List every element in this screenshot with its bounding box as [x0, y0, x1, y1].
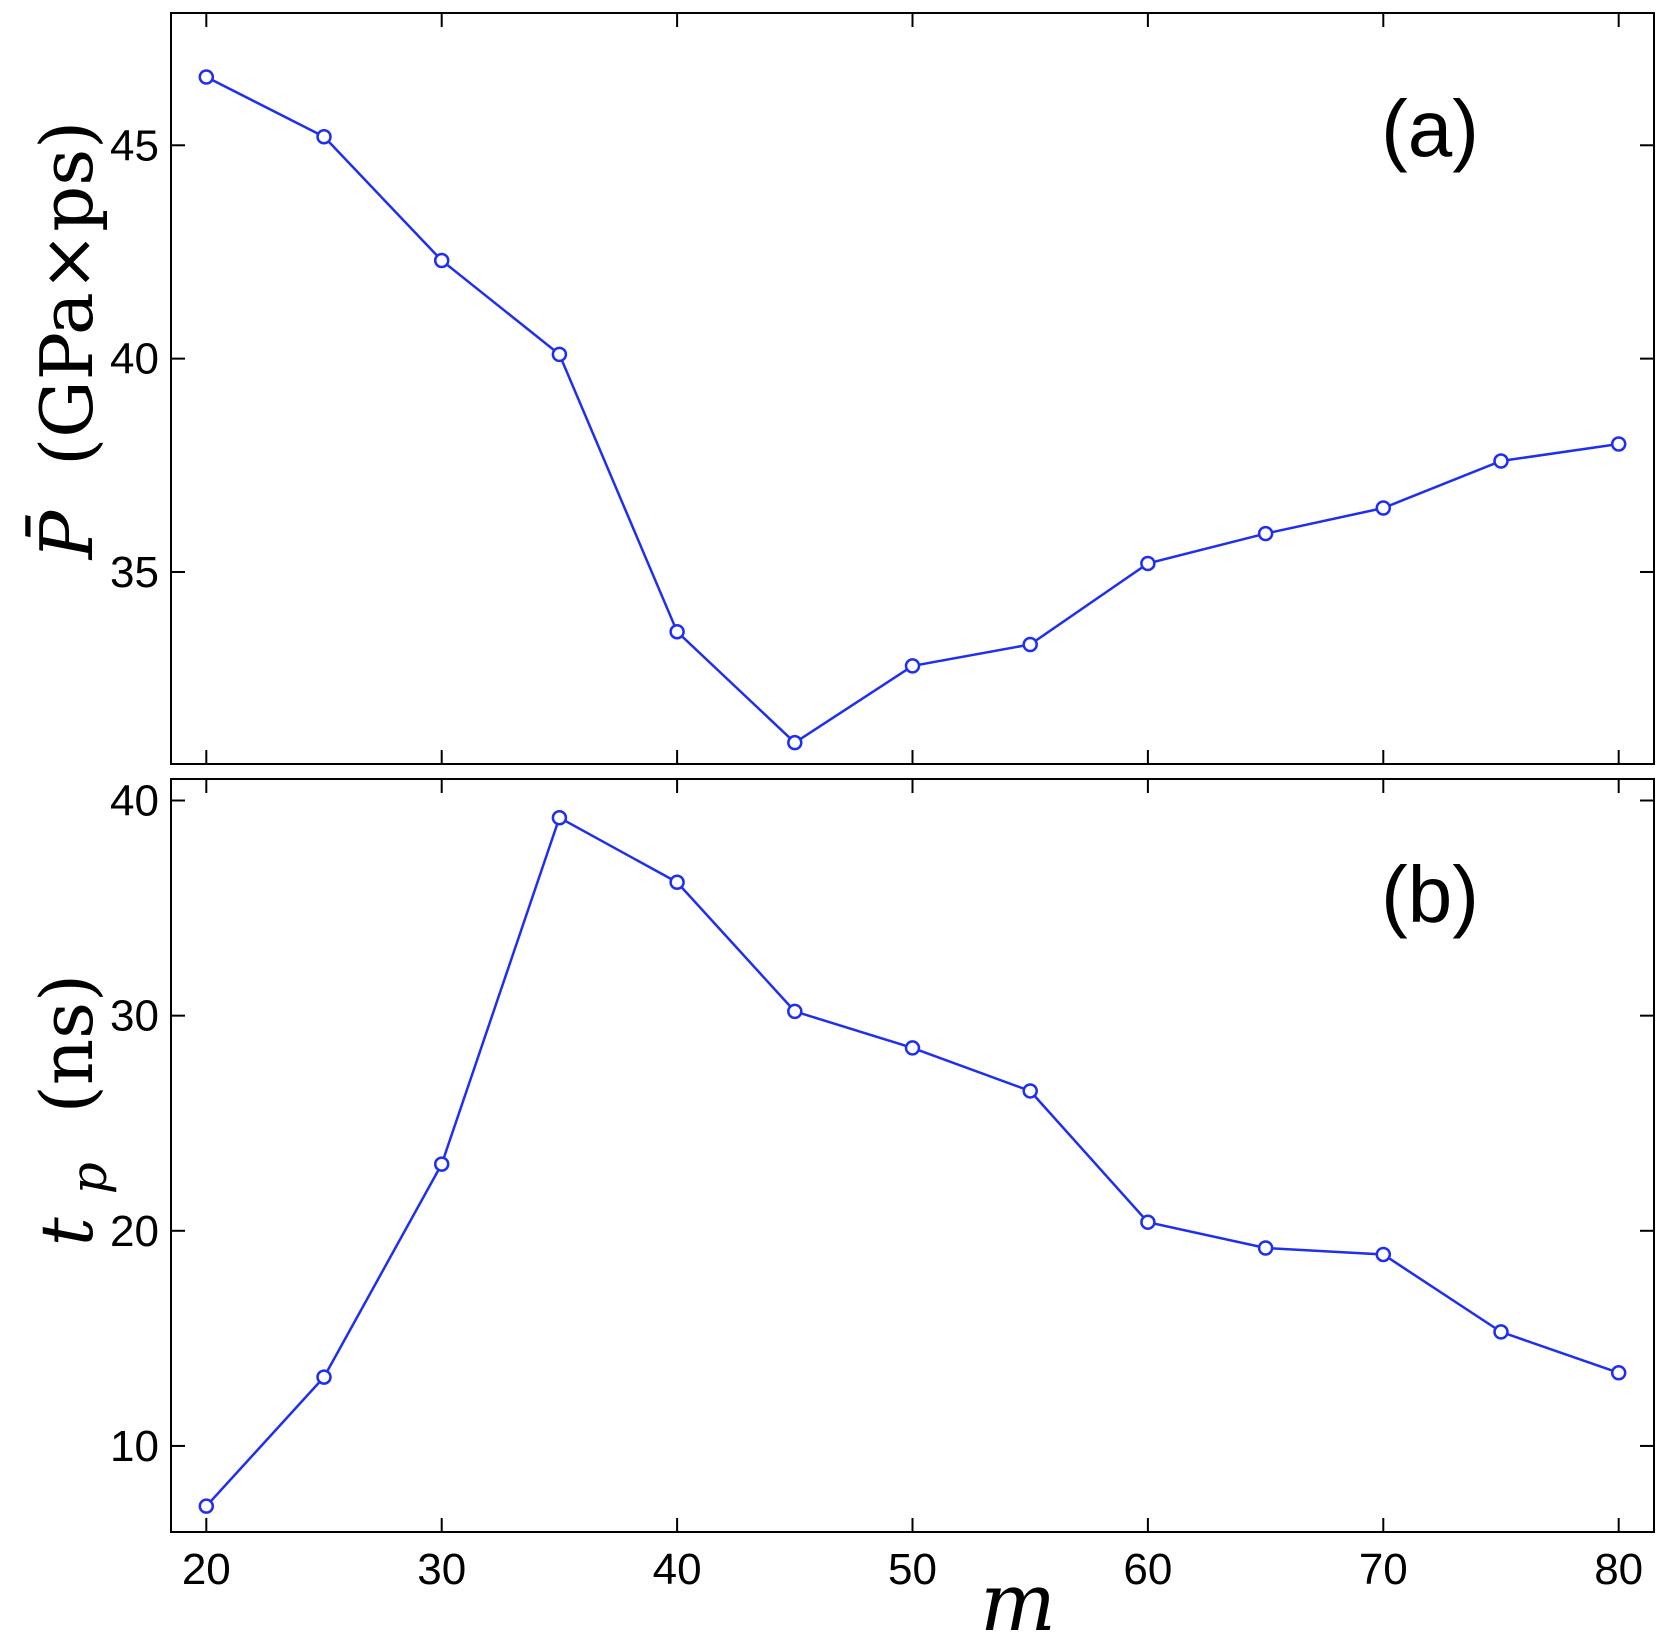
x-axis-label: m [980, 1556, 1056, 1642]
panel-b-data-point [433, 1156, 450, 1172]
svg-text:t p (ns): t p (ns) [25, 974, 123, 1246]
panel-a-data-point [787, 734, 803, 751]
panel-b-data-point [551, 809, 568, 826]
panel-b: 20 30 40 50 60 70 80 10 20 30 40 (b) t p (ns) m [25, 777, 1655, 1642]
x-tick-label: 50 [888, 1545, 937, 1594]
panel-a-tag: (a) [1381, 84, 1479, 173]
panel-b-data-point [787, 1003, 803, 1020]
panel-a-data-point [1140, 555, 1156, 572]
panel-b-y-tick-label: 30 [110, 992, 159, 1041]
x-tick-label: 40 [653, 1545, 702, 1594]
panel-b-y-tick-label: 40 [110, 777, 159, 826]
panel-a-data-point [316, 128, 332, 145]
panel-b-data-point [1375, 1246, 1392, 1263]
panel-b-data-point [1610, 1365, 1627, 1381]
panel-a-data-point [1610, 436, 1627, 452]
panel-a-data-point [551, 346, 568, 363]
panel-a-y-tick-label: 45 [110, 121, 159, 170]
panel-b-tag: (b) [1381, 850, 1479, 939]
panel-b-data-point [669, 874, 685, 891]
panel-a-data-point [669, 623, 685, 640]
panel-a-ylabel-symbol: P̄ [24, 509, 109, 561]
panel-b-ylabel: t p (ns) [25, 974, 123, 1246]
panel-a-data-point [198, 69, 215, 85]
panel-b-data-point [904, 1040, 921, 1056]
panel-a-data-point [433, 252, 450, 269]
panel-b-data-point [316, 1369, 332, 1385]
panel-b-data-point [1493, 1324, 1509, 1340]
svg-text:P̄ (GPa×ps): P̄ (GPa×ps) [24, 121, 109, 562]
panel-a: 35 40 45 (a) P̄ (GPa×ps) [24, 12, 1655, 765]
panel-b-marks: 20 30 40 50 60 70 80 10 20 30 40 [110, 777, 1654, 1594]
x-tick-label: 70 [1359, 1545, 1408, 1594]
panel-b-y-tick-label: 10 [110, 1422, 159, 1471]
panel-a-data-point [1493, 453, 1509, 469]
panel-a-series-line [205, 75, 1619, 745]
panel-a-data-point [904, 658, 921, 674]
panel-b-data-point [1022, 1083, 1038, 1099]
panel-a-ylabel: P̄ (GPa×ps) [24, 121, 109, 562]
panel-b-ylabel-subscript: p [60, 1162, 118, 1194]
x-tick-label: 80 [1594, 1545, 1643, 1594]
panel-b-ylabel-symbol: t [25, 1216, 109, 1246]
panel-a-data-point [1257, 525, 1274, 542]
panel-b-y-tick-label: 20 [110, 1207, 159, 1256]
panel-b-ylabel-unit: (ns) [25, 974, 109, 1114]
panel-a-data-point [1022, 636, 1038, 653]
panel-b-data-point [198, 1498, 215, 1514]
panel-a-ylabel-unit: (GPa×ps) [25, 121, 109, 466]
x-tick-label: 20 [182, 1545, 231, 1594]
panel-a-y-tick-label: 40 [110, 335, 159, 384]
panel-b-data-point [1257, 1240, 1274, 1256]
panel-a-y-tick-label: 35 [110, 548, 159, 597]
panel-a-marks: 35 40 45 [110, 13, 1654, 764]
panel-a-data-point [1375, 500, 1392, 516]
x-tick-label: 30 [417, 1545, 466, 1594]
panel-b-data-point [1140, 1214, 1156, 1230]
x-tick-label: 60 [1123, 1545, 1172, 1594]
